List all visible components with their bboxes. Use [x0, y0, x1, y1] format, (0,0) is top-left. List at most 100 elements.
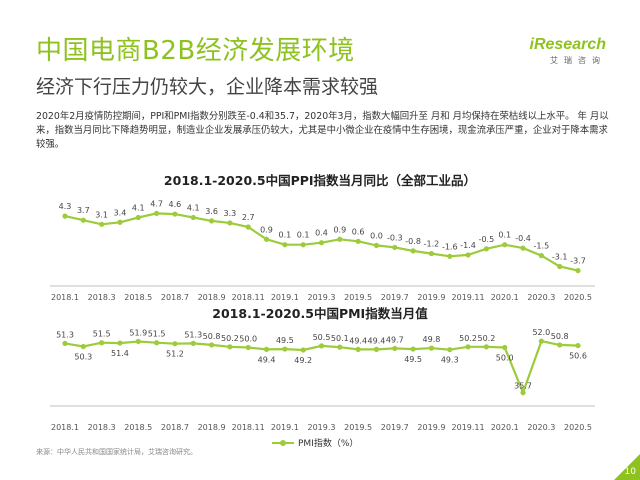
data-point — [465, 252, 471, 258]
x-tick-label: 2018.9 — [198, 423, 226, 432]
data-label: 4.1 — [187, 203, 200, 212]
data-label: -3.7 — [570, 257, 586, 266]
data-label: 49.3 — [441, 356, 459, 365]
data-label: 50.0 — [239, 334, 257, 343]
legend-label: PMI指数（%） — [298, 439, 359, 449]
ppi-chart-title: 2018.1-2020.5中国PPI指数当月同比（全部工业品） — [163, 173, 477, 188]
data-label: 51.3 — [56, 330, 74, 339]
data-label: 49.4 — [368, 336, 386, 345]
data-point — [99, 221, 105, 227]
x-tick-label: 2019.5 — [344, 293, 372, 302]
data-point — [410, 248, 416, 254]
x-tick-label: 2019.5 — [344, 423, 372, 432]
data-point — [245, 344, 251, 351]
x-tick-label: 2018.1 — [51, 423, 79, 432]
summary-paragraph: 2020年2月疫情防控期间，PPI和PMI指数分别跌至-0.4和35.7，202… — [36, 111, 609, 150]
data-label: 0.1 — [498, 231, 511, 240]
x-tick-label: 2018.1 — [51, 293, 79, 302]
x-tick-label: 2018.5 — [124, 423, 152, 432]
data-point — [318, 343, 325, 349]
data-point — [538, 253, 544, 259]
data-label: -0.4 — [515, 234, 531, 243]
pmi-chart-title: 2018.1-2020.5中国PMI指数当月值 — [212, 306, 428, 321]
x-tick-label: 2020.3 — [527, 423, 555, 432]
x-tick-label: 2018.9 — [198, 293, 226, 302]
data-label: 50.8 — [551, 332, 569, 341]
data-point — [410, 346, 416, 352]
data-label: -0.8 — [405, 237, 421, 246]
data-point — [99, 340, 105, 346]
x-tick-label: 2019.7 — [381, 293, 409, 302]
data-label: -1.5 — [534, 242, 550, 251]
data-label: 49.4 — [258, 355, 276, 364]
x-tick-label: 2018.3 — [88, 293, 116, 302]
data-point — [135, 338, 141, 345]
data-point — [392, 345, 398, 352]
data-point — [62, 340, 68, 346]
data-point — [172, 341, 178, 347]
data-label: -1.4 — [460, 241, 476, 250]
data-point — [227, 220, 233, 226]
data-point — [282, 242, 288, 248]
x-tick-label: 2019.3 — [308, 293, 336, 302]
source-note: 来源：中华人民共和国国家统计局，艾瑞咨询研究。 — [36, 448, 197, 456]
data-label: 51.9 — [129, 328, 147, 337]
data-point — [428, 250, 435, 257]
page-subtitle: 经济下行压力仍较大，企业降本需求较强 — [36, 76, 379, 98]
data-point — [190, 214, 196, 221]
data-label: 50.3 — [74, 353, 92, 362]
data-point — [447, 347, 453, 353]
data-label: 49.8 — [423, 335, 441, 344]
data-label: 50.2 — [221, 334, 239, 343]
data-label: 50.5 — [313, 333, 331, 342]
data-label: 0.4 — [315, 229, 328, 238]
data-label: 4.7 — [150, 199, 163, 208]
data-label: 50.8 — [203, 332, 221, 341]
data-label: 0.0 — [370, 231, 383, 240]
data-label: 3.7 — [77, 206, 90, 215]
data-point — [300, 347, 306, 353]
data-label: 51.5 — [148, 330, 166, 339]
x-tick-label: 2019.11 — [452, 293, 485, 302]
data-label: 49.2 — [294, 356, 312, 365]
x-tick-label: 2020.1 — [491, 423, 519, 432]
data-point — [447, 253, 453, 259]
data-point — [318, 240, 325, 246]
page-title: 中国电商B2B经济发展环境 — [36, 36, 355, 66]
data-point — [575, 342, 581, 349]
data-label: 51.4 — [111, 349, 129, 358]
data-point — [154, 210, 160, 217]
data-label: 0.6 — [352, 227, 365, 236]
data-label: 50.1 — [331, 334, 349, 343]
data-label: 4.6 — [169, 200, 182, 209]
x-tick-label: 2020.5 — [564, 293, 592, 302]
data-point — [557, 263, 563, 270]
data-label: 0.1 — [278, 231, 291, 240]
data-point — [392, 244, 398, 251]
data-point — [502, 344, 508, 351]
x-tick-label: 2018.7 — [161, 423, 189, 432]
data-point — [520, 245, 526, 251]
data-label: 51.2 — [166, 350, 184, 359]
data-label: 49.4 — [349, 336, 367, 345]
data-point — [355, 346, 361, 352]
x-tick-label: 2019.1 — [271, 293, 299, 302]
data-point — [172, 211, 178, 217]
x-tick-label: 2019.1 — [271, 423, 299, 432]
series-line — [64, 339, 579, 396]
data-point — [263, 236, 270, 242]
data-point — [208, 342, 215, 348]
data-point — [282, 346, 288, 352]
data-label: 51.5 — [93, 330, 111, 339]
data-label: -3.1 — [552, 253, 568, 262]
data-point — [300, 242, 306, 248]
page-number: 10 — [624, 467, 636, 477]
data-point — [483, 246, 489, 252]
data-label: 0.1 — [297, 231, 310, 240]
data-point — [62, 213, 68, 219]
x-tick-label: 2020.1 — [491, 293, 519, 302]
data-label: 2.7 — [242, 213, 255, 222]
x-tick-label: 2019.3 — [308, 423, 336, 432]
x-tick-label: 2018.11 — [232, 293, 265, 302]
x-tick-label: 2018.11 — [232, 423, 265, 432]
